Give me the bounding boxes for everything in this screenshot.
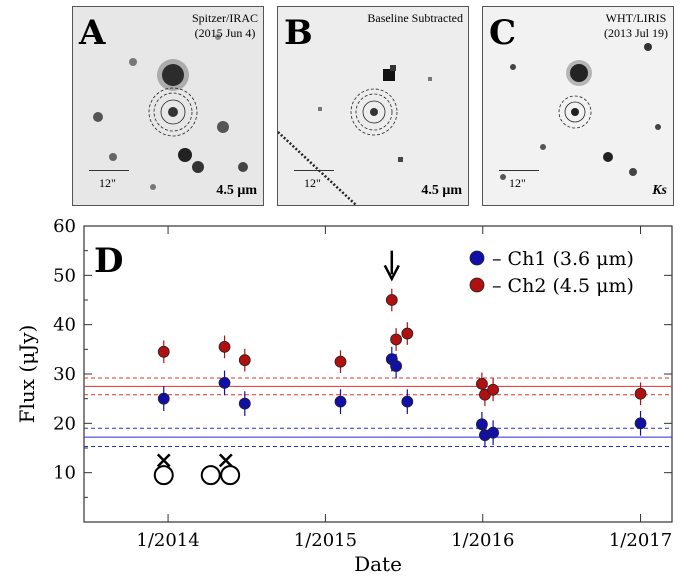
panel-c-letter: C xyxy=(489,13,517,53)
data-point xyxy=(238,397,251,410)
x-axis-label: Date xyxy=(354,552,402,576)
data-point xyxy=(390,333,403,346)
data-point xyxy=(401,395,414,408)
arrow-head xyxy=(383,264,400,282)
data-point xyxy=(334,355,347,368)
panel-a-wavelength: 4.5 μm xyxy=(216,183,257,198)
x-tick-label: 1/2017 xyxy=(609,530,672,551)
data-point xyxy=(634,417,647,430)
legend-marker xyxy=(469,277,485,293)
plot-frame xyxy=(83,225,673,523)
cross-marker xyxy=(156,453,171,468)
panel-a-caption: Spitzer/IRAC (2015 Jun 4) xyxy=(192,11,258,41)
data-point xyxy=(634,387,647,400)
panel-b-image xyxy=(278,65,432,205)
y-tick-label: 10 xyxy=(53,463,76,484)
data-point xyxy=(334,395,347,408)
panel-b-caption-line1: Baseline Subtracted xyxy=(367,11,463,25)
data-point xyxy=(475,377,488,390)
y-tick-label: 40 xyxy=(53,315,76,336)
data-point xyxy=(390,360,403,373)
x-tick-label: 1/2015 xyxy=(294,530,357,551)
data-point xyxy=(385,294,398,306)
panel-c-image xyxy=(500,43,661,180)
panel-c-scale-label: 12" xyxy=(509,176,526,190)
y-tick-label: 20 xyxy=(53,413,76,434)
panel-c-caption: WHT/LIRIS (2013 Jul 19) xyxy=(604,11,668,41)
panel-d-letter: D xyxy=(94,241,123,281)
y-tick-label: 60 xyxy=(53,216,76,237)
legend-label: – Ch2 (4.5 μm) xyxy=(492,275,634,297)
panel-a-scale-label: 12" xyxy=(99,176,116,190)
circle-marker xyxy=(200,465,221,486)
y-tick-label: 30 xyxy=(53,364,76,385)
data-point xyxy=(401,327,414,340)
x-tick-label: 1/2016 xyxy=(451,530,514,551)
legend-marker xyxy=(469,250,485,266)
panel-a-letter: A xyxy=(79,13,106,53)
panel-b-scale-bar xyxy=(294,170,334,171)
panel-a-scale-bar xyxy=(89,170,129,171)
panel-c-scale-bar xyxy=(499,170,539,171)
circle-marker xyxy=(153,465,174,486)
data-point xyxy=(157,345,170,358)
data-point xyxy=(487,426,499,439)
image-panel-b: B Baseline Subtracted 12" 4.5 μm xyxy=(277,6,469,206)
y-axis-label: Flux (μJy) xyxy=(15,325,39,424)
panel-c-caption-line1: WHT/LIRIS xyxy=(605,11,667,25)
image-panel-a: A Spitzer/IRAC (2015 Jun 4) 12" 4.5 μm xyxy=(72,6,264,206)
panel-a-caption-line2: (2015 Jun 4) xyxy=(194,26,256,40)
data-point xyxy=(475,418,488,431)
data-point xyxy=(487,383,499,396)
image-panel-c: C WHT/LIRIS (2013 Jul 19) 12" Ks xyxy=(482,6,674,206)
panel-b-wavelength: 4.5 μm xyxy=(421,183,462,198)
panel-a-image xyxy=(93,34,248,190)
y-tick-label: 50 xyxy=(53,265,76,286)
data-point xyxy=(157,392,170,405)
data-point xyxy=(218,340,231,353)
legend-label: – Ch1 (3.6 μm) xyxy=(492,248,634,270)
panel-b-letter: B xyxy=(284,13,313,53)
circle-marker xyxy=(220,465,241,486)
x-tick-label: 1/2014 xyxy=(136,530,199,551)
panel-b-caption: Baseline Subtracted xyxy=(367,11,463,26)
data-point xyxy=(218,376,231,389)
panel-b-scale-label: 12" xyxy=(304,176,321,190)
panel-a-caption-line1: Spitzer/IRAC xyxy=(192,11,258,25)
data-point xyxy=(238,354,251,367)
panel-c-caption-line2: (2013 Jul 19) xyxy=(604,26,668,40)
panel-c-wavelength: Ks xyxy=(652,183,667,198)
light-curve-chart: 10 20 30 40 50 60 1/2014 1/2015 1/2016 1/2017 Date… xyxy=(15,216,673,576)
cross-marker xyxy=(218,453,233,468)
